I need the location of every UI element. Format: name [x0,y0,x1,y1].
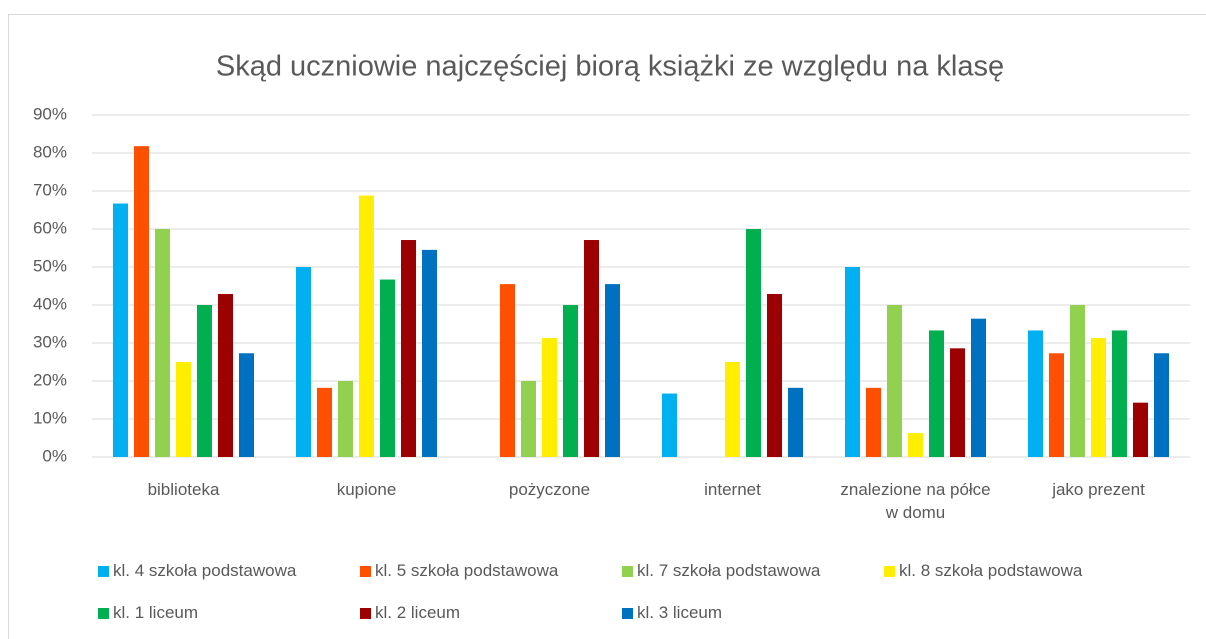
bar [359,195,374,457]
legend-item: kl. 5 szkoła podstawowa [360,560,622,582]
bar [542,338,557,457]
legend-item: kl. 7 szkoła podstawowa [622,560,884,582]
y-tick-label: 20% [33,370,67,389]
bar [887,305,902,457]
legend-swatch [360,607,371,619]
legend-label: kl. 2 liceum [375,603,461,622]
bar [521,381,536,457]
bar [746,229,761,457]
bar [296,267,311,457]
bar [338,381,353,457]
bar [929,330,944,457]
legend-swatch [884,565,895,577]
y-tick-label: 90% [33,104,67,123]
bar [500,284,515,457]
bar [1133,402,1148,457]
y-tick-label: 80% [33,142,67,161]
bar [908,433,923,457]
legend-label: kl. 5 szkoła podstawowa [375,561,559,580]
y-tick-label: 0% [42,446,67,465]
x-tick-label: kupione [336,480,397,499]
chart-title: Skąd uczniowie najczęściej biorą książki… [216,51,1004,83]
x-tick-label: znalezione na półce w domu [840,480,991,522]
bar [662,393,677,457]
legend: kl. 4 szkoła podstawowa kl. 5 szkoła pods… [98,560,1146,624]
bar [401,240,416,457]
bar [725,362,740,457]
legend-label: kl. 7 szkoła podstawowa [637,561,821,580]
y-tick-label: 10% [33,408,67,427]
legend-swatch [98,607,109,619]
y-tick-label: 70% [33,180,67,199]
legend-swatch [98,565,109,577]
bar [1112,330,1127,457]
bar [767,293,782,457]
bar [134,146,149,457]
bar [317,387,332,457]
bar [1049,353,1064,457]
legend-label: kl. 1 liceum [113,603,199,622]
bar [1070,305,1085,457]
bar [197,305,212,457]
x-tick-label: biblioteka [147,480,220,499]
bar [1091,338,1106,457]
x-tick-label: pożyczone [508,480,591,499]
bar [866,387,881,457]
bar [155,229,170,457]
legend-item: kl. 2 liceum [360,602,622,624]
y-tick-label: 30% [33,332,67,351]
bar [605,284,620,457]
bar [239,353,254,457]
legend-item: kl. 1 liceum [98,602,360,624]
bar [113,203,128,457]
bar [1028,330,1043,457]
chart-border [8,14,1206,639]
bar [563,305,578,457]
legend-swatch [622,565,633,577]
bar [1154,353,1169,457]
bar [845,267,860,457]
bar [788,387,803,457]
legend-item: kl. 4 szkoła podstawowa [98,560,360,582]
y-tick-label: 50% [33,256,67,275]
bar [380,279,395,457]
y-tick-label: 40% [33,294,67,313]
bar [218,293,233,457]
legend-item: kl. 3 liceum [622,602,884,624]
x-tick-label: jako prezent [1052,480,1145,499]
legend-swatch [360,565,371,577]
legend-swatch [622,607,633,619]
legend-item: kl. 8 szkoła podstawowa [884,560,1146,582]
bar [422,249,437,457]
legend-label: kl. 4 szkoła podstawowa [113,561,297,580]
bar [971,318,986,457]
x-tick-label: internet [704,480,761,499]
legend-label: kl. 3 liceum [637,603,723,622]
bar [950,348,965,457]
y-tick-label: 60% [33,218,67,237]
bar [584,240,599,457]
bar [176,362,191,457]
legend-label: kl. 8 szkoła podstawowa [899,561,1083,580]
